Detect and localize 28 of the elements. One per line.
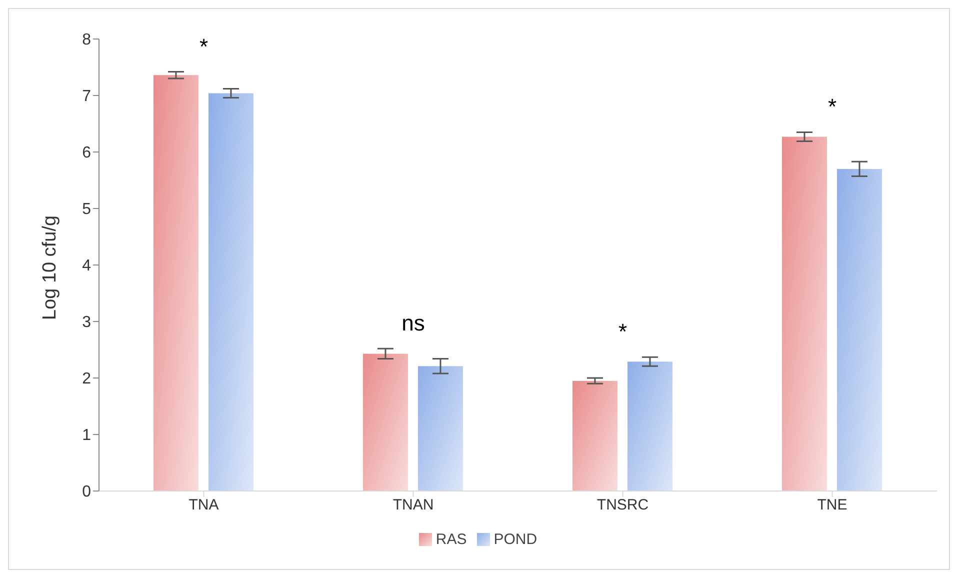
- legend-label: RAS: [436, 531, 467, 548]
- y-tick-label: 8: [82, 32, 92, 49]
- y-tick-label: 1: [82, 427, 92, 444]
- annotation: *: [199, 34, 208, 59]
- bar: [782, 136, 827, 491]
- y-tick-label: 3: [82, 314, 92, 332]
- y-axis-title: Log 10 cfu/g: [40, 215, 61, 320]
- y-tick-label: 0: [82, 484, 92, 501]
- annotation: *: [828, 94, 837, 120]
- x-tick-label: TNAN: [392, 496, 434, 514]
- legend-label: POND: [494, 531, 538, 548]
- bar: [627, 362, 672, 491]
- annotation: ns: [402, 310, 425, 336]
- bar: [418, 366, 463, 491]
- bar: [208, 93, 254, 491]
- y-tick-label: 7: [82, 88, 92, 106]
- y-tick-label: 6: [82, 144, 92, 162]
- y-tick-label: 5: [82, 201, 92, 218]
- bar: [836, 168, 882, 491]
- bar: [362, 354, 408, 491]
- y-tick-label: 2: [82, 370, 92, 388]
- x-tick-label: TNE: [817, 496, 848, 514]
- bar: [572, 380, 618, 491]
- annotation: *: [618, 319, 628, 344]
- y-tick-label: 4: [82, 258, 92, 275]
- x-tick-label: TNA: [188, 496, 219, 514]
- bar: [153, 75, 198, 491]
- x-tick-label: TNSRC: [596, 496, 649, 514]
